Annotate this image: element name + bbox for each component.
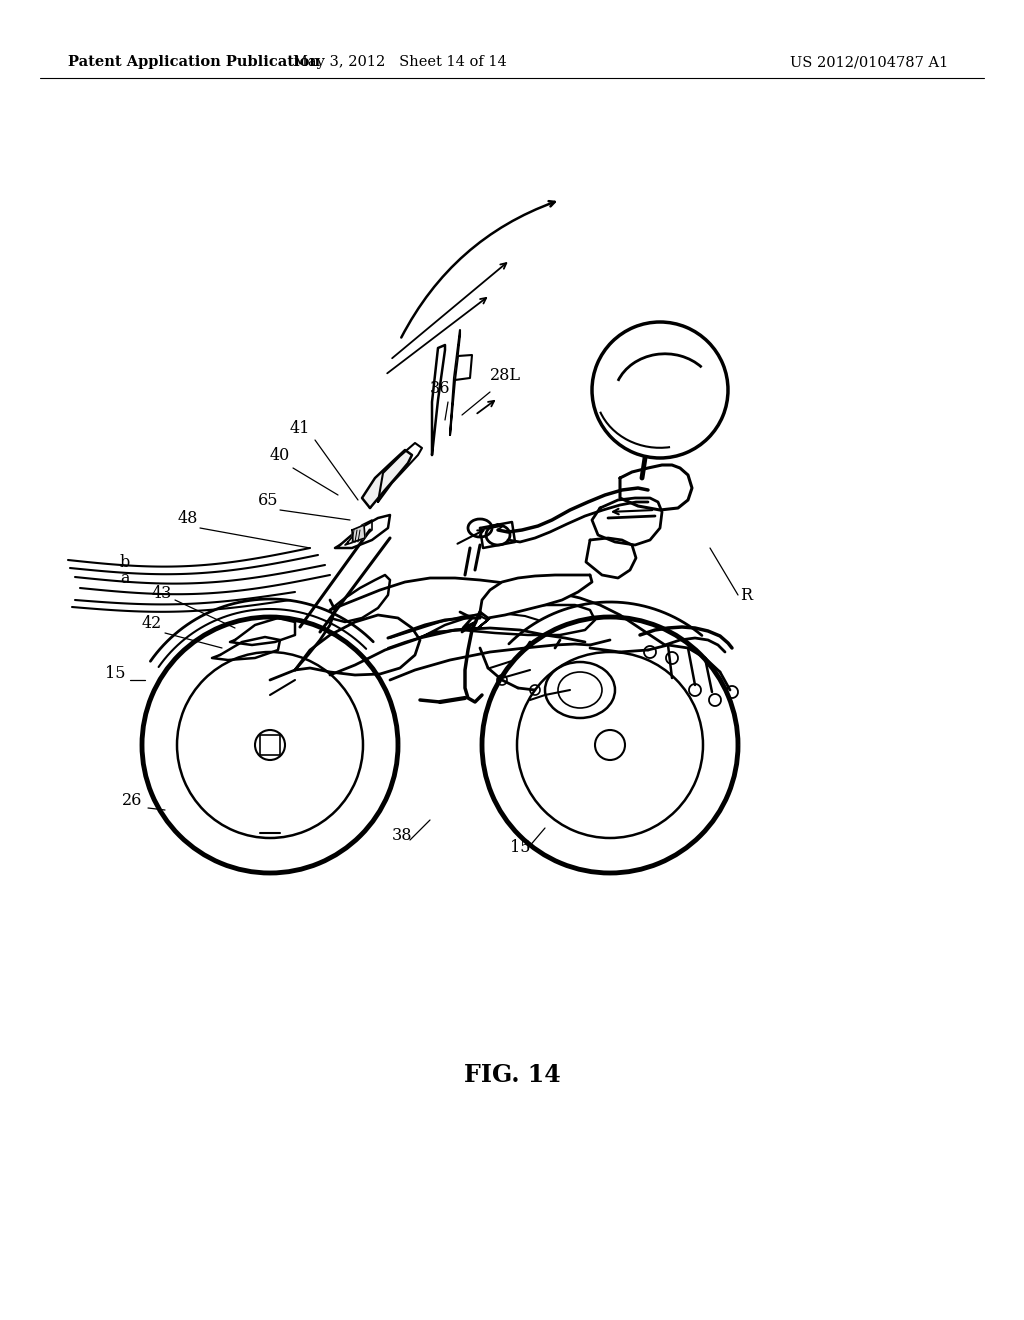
Text: 48: 48 — [178, 510, 199, 527]
Text: US 2012/0104787 A1: US 2012/0104787 A1 — [790, 55, 948, 69]
Polygon shape — [480, 521, 515, 548]
Polygon shape — [212, 638, 280, 660]
Text: b: b — [120, 554, 130, 572]
Text: FIG. 14: FIG. 14 — [464, 1063, 560, 1086]
Text: 42: 42 — [142, 615, 162, 632]
Polygon shape — [592, 498, 662, 545]
Text: 36: 36 — [430, 380, 451, 397]
Text: 15: 15 — [510, 840, 530, 855]
Polygon shape — [480, 576, 592, 618]
Polygon shape — [586, 539, 636, 578]
Text: a: a — [120, 570, 129, 587]
Polygon shape — [295, 615, 420, 675]
Text: R: R — [740, 587, 752, 605]
Text: 26: 26 — [122, 792, 142, 809]
Text: Patent Application Publication: Patent Application Publication — [68, 55, 319, 69]
Polygon shape — [335, 515, 390, 548]
Text: 38: 38 — [392, 828, 413, 843]
Text: 15: 15 — [105, 665, 126, 682]
Text: 41: 41 — [290, 420, 310, 437]
Text: 65: 65 — [258, 492, 279, 510]
Text: May 3, 2012   Sheet 14 of 14: May 3, 2012 Sheet 14 of 14 — [293, 55, 507, 69]
Text: 40: 40 — [270, 447, 290, 465]
Polygon shape — [432, 345, 445, 455]
Polygon shape — [418, 605, 595, 638]
Polygon shape — [362, 450, 412, 508]
Polygon shape — [352, 525, 365, 543]
Polygon shape — [455, 355, 472, 380]
Text: 28L: 28L — [490, 367, 521, 384]
Bar — [260, 735, 280, 755]
Polygon shape — [620, 465, 692, 510]
Text: 43: 43 — [152, 585, 172, 602]
Polygon shape — [230, 618, 295, 645]
